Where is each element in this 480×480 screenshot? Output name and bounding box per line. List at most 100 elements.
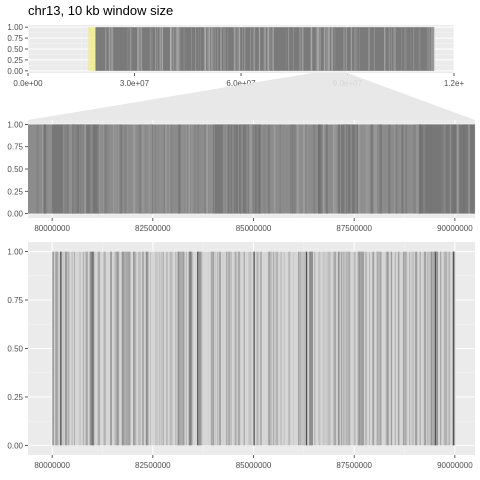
coverage-stripe: [322, 124, 324, 214]
panel-zoom: 0.00 0.25 0.50 0.75 1.00 80000000 82500000 8500…: [7, 120, 476, 233]
coverage-stripe: [240, 124, 243, 214]
coverage-stripe: [365, 124, 368, 214]
coverage-stripe: [373, 27, 375, 71]
coverage-stripe: [361, 251, 363, 446]
coverage-stripe: [354, 27, 356, 71]
coverage-stripe: [369, 124, 371, 214]
coverage-stripe: [94, 251, 96, 446]
coverage-stripe: [212, 27, 214, 71]
coverage-stripe: [235, 27, 237, 71]
coverage-stripe: [233, 27, 235, 71]
y-tick-label: 0.50: [7, 165, 23, 174]
coverage-stripe: [70, 124, 72, 214]
coverage-stripe: [271, 124, 273, 214]
coverage-stripe: [170, 27, 172, 71]
coverage-stripe: [208, 124, 210, 214]
coverage-stripe: [453, 251, 456, 446]
coverage-stripe: [119, 124, 123, 214]
coverage-stripe: [91, 251, 93, 446]
coverage-stripe: [270, 251, 273, 446]
coverage-stripe: [43, 124, 46, 214]
coverage-stripe: [387, 251, 389, 446]
x-tick-label: 90000000: [437, 224, 473, 233]
coverage-stripe: [144, 124, 148, 214]
coverage-stripe: [273, 251, 275, 446]
coverage-stripe: [334, 124, 337, 214]
y-tick-label: 1.00: [7, 248, 23, 257]
coverage-stripe: [405, 251, 407, 446]
coverage-stripe: [171, 124, 173, 214]
coverage-stripe: [283, 251, 285, 446]
coverage-stripe: [252, 27, 255, 71]
coverage-stripe: [379, 124, 382, 214]
coverage-stripe: [319, 27, 321, 71]
coverage-stripe: [395, 124, 398, 214]
coverage-stripe: [442, 124, 445, 214]
coverage-stripe: [213, 124, 215, 214]
coverage-stripe: [472, 124, 476, 214]
coverage-stripe: [175, 27, 177, 71]
coverage-stripe: [353, 251, 356, 446]
coverage-stripe: [329, 251, 331, 446]
coverage-stripe: [335, 251, 337, 446]
coverage-stripe: [117, 124, 119, 214]
y-tick-label: 0.00: [7, 441, 23, 450]
coverage-stripe: [230, 251, 232, 446]
coverage-stripe: [60, 251, 62, 446]
coverage-stripe: [367, 124, 369, 214]
coverage-stripe: [204, 27, 206, 71]
coverage-stripe: [75, 124, 78, 214]
coverage-stripe: [54, 251, 56, 446]
coverage-stripe: [217, 251, 219, 446]
coverage-stripe: [127, 27, 129, 71]
coverage-stripe: [401, 124, 404, 214]
y-tick-label: 0.50: [7, 45, 23, 54]
coverage-stripe: [317, 27, 319, 71]
coverage-stripe: [422, 251, 424, 446]
coverage-stripe: [352, 251, 355, 446]
coverage-stripe: [301, 251, 303, 446]
coverage-stripe: [121, 251, 124, 446]
coverage-stripe: [310, 251, 313, 446]
coverage-stripe: [150, 124, 153, 214]
coverage-stripe: [267, 27, 269, 71]
coverage-stripe: [344, 251, 346, 446]
coverage-stripe: [204, 124, 207, 214]
coverage-stripe: [355, 27, 358, 71]
x-tick-label: 1.2e+: [444, 79, 465, 88]
coverage-stripe: [337, 251, 340, 446]
coverage-stripe: [110, 251, 112, 446]
coverage-stripe: [429, 27, 431, 71]
coverage-stripe: [260, 124, 262, 214]
coverage-stripe: [160, 251, 163, 446]
coverage-stripe: [68, 124, 71, 214]
coverage-stripe: [394, 124, 396, 214]
coverage-stripe: [468, 124, 470, 214]
coverage-stripe: [450, 124, 452, 214]
coverage-stripe: [371, 124, 374, 214]
coverage-stripe: [350, 124, 353, 214]
coverage-stripe: [432, 27, 435, 71]
coverage-stripe: [389, 124, 391, 214]
coverage-stripe: [375, 124, 378, 214]
coverage-stripe: [452, 251, 455, 446]
coverage-stripe: [127, 251, 130, 446]
coverage-stripe: [140, 27, 142, 71]
zoom-connector: [28, 73, 475, 120]
coverage-stripe: [372, 251, 374, 446]
coverage-stripe: [355, 124, 357, 214]
coverage-stripe: [130, 27, 133, 71]
coverage-stripe: [401, 27, 402, 71]
coverage-stripe: [222, 124, 226, 214]
coverage-stripe: [447, 251, 449, 446]
coverage-stripe: [83, 124, 87, 214]
coverage-stripe: [222, 251, 225, 446]
coverage-stripe: [363, 124, 366, 214]
coverage-stripe: [113, 251, 116, 446]
coverage-stripe: [359, 251, 362, 446]
coverage-stripe: [322, 124, 325, 214]
coverage-stripe: [185, 251, 187, 446]
coverage-stripe: [342, 251, 344, 446]
coverage-stripe: [166, 251, 168, 446]
coverage-stripe: [151, 27, 153, 71]
